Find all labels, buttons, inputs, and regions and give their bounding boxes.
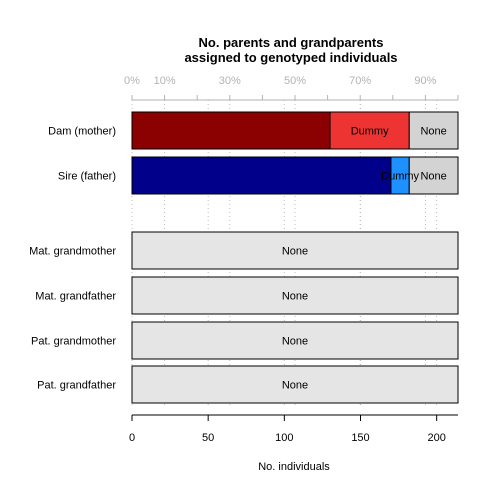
x-tick-label: 200: [427, 432, 445, 444]
bar-segment: [131, 321, 459, 360]
bars-layer: [131, 111, 459, 404]
bar-segment: [131, 276, 459, 315]
x-tick-label: 0: [129, 432, 135, 444]
row-label: Pat. grandmother: [31, 336, 116, 348]
segment-label: None: [282, 336, 308, 348]
row-label: Mat. grandfather: [35, 291, 116, 303]
pct-tick-label: 90%: [414, 75, 436, 87]
pct-tick-label: 10%: [154, 75, 176, 87]
bar-segment: [131, 365, 459, 404]
x-axis-label: No. individuals: [258, 461, 330, 473]
row-label: Dam (mother): [48, 126, 116, 138]
chart-title: No. parents and grandparents assigned to …: [184, 35, 397, 65]
bar-segment: [408, 111, 459, 150]
segment-label: None: [282, 380, 308, 392]
pct-tick-label: 70%: [349, 75, 371, 87]
x-tick-label: 150: [351, 432, 369, 444]
axes-layer: 0% 10% 30% 50% 70% 90% 0 50 100 150 200: [124, 75, 459, 444]
pct-tick-label: 0%: [124, 75, 140, 87]
bar-segment: [329, 111, 410, 150]
row-label: Sire (father): [58, 171, 116, 183]
pct-tick-label: 30%: [219, 75, 241, 87]
bar-segment: [131, 111, 331, 150]
segment-label: Dummy: [381, 171, 419, 183]
bar-segment: [131, 231, 459, 270]
segment-label: None: [420, 171, 446, 183]
bar-segment: [131, 156, 392, 195]
chart-title-line: No. parents and grandparents: [199, 35, 384, 50]
row-label: Pat. grandfather: [37, 380, 116, 392]
row-label: Mat. grandmother: [29, 246, 116, 258]
segment-label: None: [282, 291, 308, 303]
bar-segment: [408, 156, 459, 195]
x-tick-label: 100: [275, 432, 293, 444]
segment-label: Dummy: [351, 126, 389, 138]
pct-tick-label: 50%: [284, 75, 306, 87]
segment-label: None: [420, 126, 446, 138]
segment-label: None: [282, 246, 308, 258]
x-tick-label: 50: [202, 432, 214, 444]
chart-title-line: assigned to genotyped individuals: [184, 50, 397, 65]
